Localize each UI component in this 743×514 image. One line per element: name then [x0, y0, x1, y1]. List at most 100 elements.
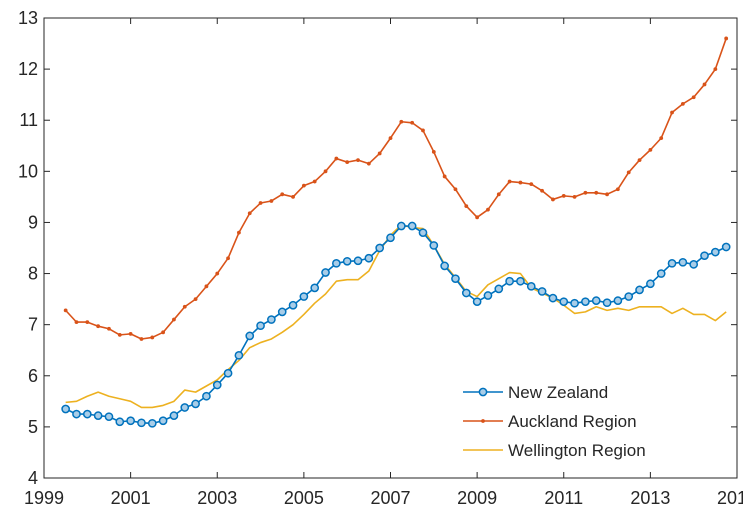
y-tick-label: 11: [19, 110, 38, 130]
data-point: [137, 418, 146, 428]
x-tick-label: 1999: [24, 488, 64, 508]
data-point: [107, 326, 111, 331]
data-point: [301, 183, 306, 188]
data-point: [386, 233, 395, 243]
data-point: [548, 293, 558, 303]
data-point: [594, 190, 599, 195]
data-point: [269, 199, 274, 203]
data-point: [505, 276, 514, 286]
legend-item-new-zealand: New Zealand: [463, 383, 608, 402]
x-tick-label: 2015: [717, 488, 743, 508]
data-point: [291, 194, 295, 199]
series-new-zealand: [61, 221, 731, 428]
data-point: [237, 230, 241, 235]
data-point: [96, 324, 101, 329]
data-point: [648, 147, 653, 152]
data-point: [258, 201, 263, 205]
legend-label: New Zealand: [508, 383, 608, 402]
data-point: [247, 211, 252, 216]
data-point: [605, 192, 609, 197]
y-tick-label: 4: [28, 468, 38, 488]
y-tick-label: 12: [18, 59, 38, 79]
data-point: [656, 269, 666, 278]
series-wellington-region: [65, 224, 727, 409]
data-point: [440, 261, 449, 271]
data-point: [442, 174, 447, 179]
plot-background: [44, 18, 737, 478]
legend: New Zealand Auckland Region Wellington Reg…: [463, 383, 646, 460]
data-point: [670, 110, 674, 115]
data-point: [223, 368, 233, 378]
data-point: [472, 297, 482, 307]
data-point: [561, 193, 566, 198]
x-tick-label: 2009: [457, 488, 497, 508]
data-point: [626, 170, 631, 175]
series-auckland-region: [63, 36, 729, 341]
data-point: [299, 292, 309, 301]
data-point: [104, 412, 114, 422]
data-point: [72, 409, 81, 419]
data-point: [256, 321, 265, 331]
data-point: [461, 288, 471, 298]
data-point: [234, 350, 244, 360]
data-point: [486, 207, 490, 212]
data-point: [280, 192, 285, 197]
data-point: [421, 128, 425, 133]
x-tick-label: 2013: [630, 488, 670, 508]
data-point: [453, 187, 458, 192]
data-point: [366, 161, 371, 166]
data-point: [667, 258, 677, 268]
data-point: [635, 285, 644, 295]
data-point: [193, 297, 198, 302]
data-point: [691, 95, 696, 100]
data-point: [637, 158, 642, 162]
y-tick-label: 7: [28, 315, 38, 335]
legend-label: Auckland Region: [508, 412, 637, 431]
data-point: [150, 335, 155, 340]
data-point: [353, 256, 363, 266]
data-point: [310, 283, 320, 293]
data-point: [93, 411, 103, 420]
y-tick-label: 6: [28, 366, 38, 386]
x-tick-label: 2003: [197, 488, 237, 508]
data-point: [659, 136, 664, 141]
data-point: [82, 409, 92, 419]
data-point: [615, 187, 620, 192]
data-point: [161, 330, 166, 335]
legend-item-wellington-region: Wellington Region: [463, 441, 646, 460]
y-tick-label: 9: [28, 212, 38, 232]
data-point: [61, 404, 71, 414]
data-point: [204, 284, 209, 289]
data-point: [267, 315, 276, 324]
x-tick-label: 2005: [284, 488, 324, 508]
data-point: [713, 67, 718, 72]
x-tick-label: 2007: [370, 488, 410, 508]
data-point: [202, 391, 211, 401]
data-point: [613, 296, 623, 305]
data-point: [583, 190, 588, 195]
data-point: [342, 256, 352, 266]
data-point: [526, 281, 536, 291]
data-point: [689, 260, 699, 269]
data-point: [483, 291, 493, 300]
series-line-auckland-region: [65, 38, 727, 340]
data-point: [172, 317, 176, 322]
data-point: [158, 416, 168, 426]
data-point: [399, 119, 404, 124]
data-point: [496, 192, 501, 197]
data-point: [418, 228, 428, 238]
data-point: [429, 241, 439, 250]
data-point: [581, 297, 590, 307]
data-point: [570, 298, 579, 308]
y-tick-label: 5: [28, 417, 38, 437]
data-point: [323, 169, 328, 174]
data-point: [126, 416, 135, 426]
data-point: [540, 188, 544, 193]
y-tick-label: 8: [28, 264, 38, 284]
data-point: [710, 247, 720, 257]
data-point: [537, 287, 547, 296]
data-point: [591, 296, 601, 305]
data-point: [388, 136, 393, 141]
data-point: [147, 418, 157, 428]
